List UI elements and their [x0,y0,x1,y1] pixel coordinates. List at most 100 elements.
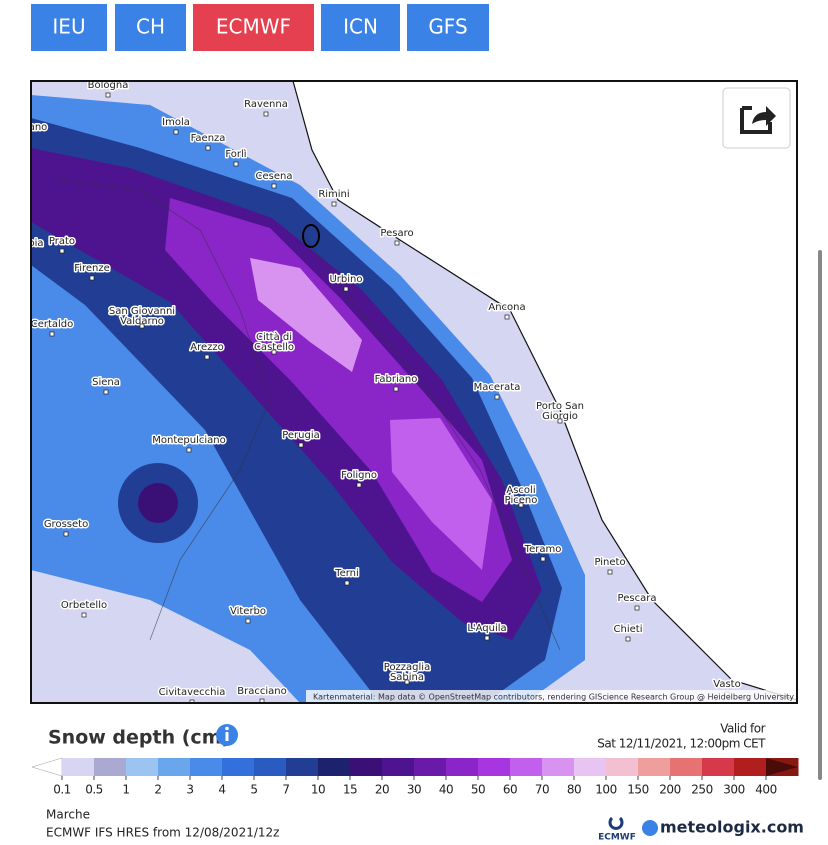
city-label: Pineto [594,557,625,568]
tab[interactable]: GFS [407,4,489,51]
colorbar-label: 40 [439,783,453,797]
tab[interactable]: ECMWF [193,4,314,51]
city-marker [271,349,277,355]
city-label: Pescara [618,593,657,604]
colorbar-under [31,757,63,777]
city-label: Rimini [318,189,349,200]
tab-label[interactable]: ICN [343,15,378,39]
snow-area [390,418,492,570]
share-button[interactable] [722,87,791,149]
border [299,229,561,651]
tab[interactable]: ICN [321,4,400,51]
tab-bg[interactable] [321,4,400,51]
city-marker [271,183,277,189]
tab-bg[interactable] [407,4,489,51]
colorbar-segment [222,758,255,776]
colorbar-over [766,758,798,776]
colorbar-segment [606,758,639,776]
tab-bar: IEU CH ECMWF ICN GFS [31,4,489,51]
colorbar-label: 50 [471,783,485,797]
city-marker [49,331,55,337]
city-marker [205,145,211,151]
colorbar-segment [446,758,479,776]
city-marker [263,111,269,117]
city-marker [356,482,362,488]
colorbar-segment [190,758,223,776]
city-label: Ravenna [244,99,288,110]
city-label: Pesaro [380,228,413,239]
city-label: Montepulciano [152,435,225,446]
share-icon [752,106,776,126]
colorbar-label: 0.5 [85,783,103,797]
scrollbar [818,250,822,780]
city-label: Perugia [282,430,320,441]
city-label: Macerata [474,382,521,393]
colorbar-label: 250 [691,783,712,797]
valid-label: Valid for [720,722,765,736]
colorbar-label: 0.1 [53,783,71,797]
city-label: Faenza [191,133,226,144]
city-marker [81,612,87,618]
colorbar-segment [286,758,319,776]
city-label: Terni [334,568,359,579]
city-label: Firenze [74,263,110,274]
map-frame [30,80,798,704]
city-marker [331,201,337,207]
city-label: Foligno [341,470,377,481]
tab-bg[interactable] [193,4,314,51]
colorbar-segment [62,758,95,776]
city-marker [518,502,524,508]
city-label: Pozzaglia Sabina [384,662,430,683]
city-label: Teramo [524,544,562,555]
colorbar-label: 1 [122,783,129,797]
city-label: Grosseto [44,519,88,530]
colorbar-label: 5 [250,783,257,797]
tab[interactable]: CH [115,4,186,51]
colorbar-label: 80 [567,783,581,797]
brand: meteologix.com [660,818,804,837]
colorbar-segment [414,758,447,776]
ecmwf-icon [608,816,624,830]
colorbar-segment [158,758,191,776]
colorbar-segment [734,758,767,776]
colorbar-label: 10 [311,783,325,797]
city-marker [103,389,109,395]
city-label: Città di Castello [254,331,294,353]
city-marker [607,569,613,575]
info-button[interactable] [216,724,238,746]
city-label: Siena [92,377,120,388]
city-marker [625,636,631,642]
attribution-bg [306,690,797,703]
city-label: Civitavecchia [159,687,226,698]
city-label: Bologna [88,80,129,91]
share-icon [740,106,772,134]
city-marker [186,447,192,453]
colorbar-segment [638,758,671,776]
region: Marche [46,808,90,822]
tab-bg[interactable] [31,4,107,51]
tab-label[interactable]: IEU [52,15,85,39]
city-label: San Giovanni Valdarno [109,306,175,327]
info-icon [225,732,229,741]
city-label: Vasto [713,679,740,690]
city-marker [404,679,410,685]
tab-label[interactable]: ECMWF [216,15,291,39]
colorbar-segment [542,758,575,776]
tab-bg[interactable] [115,4,186,51]
colorbar-label: 7 [282,783,289,797]
city-marker [494,394,500,400]
brand-icon [642,820,658,836]
city-marker [139,323,145,329]
tab-label[interactable]: CH [136,15,165,39]
attribution: Kartenmaterial: Map data © OpenStreetMap… [313,693,794,702]
city-label: Bracciano [237,686,286,697]
city-marker [245,618,251,624]
city-label: Arezzo [190,342,224,353]
ecmwf-logo: ECMWF [598,833,636,843]
city-marker [233,161,239,167]
city-marker [634,605,640,611]
tab[interactable]: IEU [31,4,107,51]
tab-label[interactable]: GFS [428,15,467,39]
city-marker [343,286,349,292]
